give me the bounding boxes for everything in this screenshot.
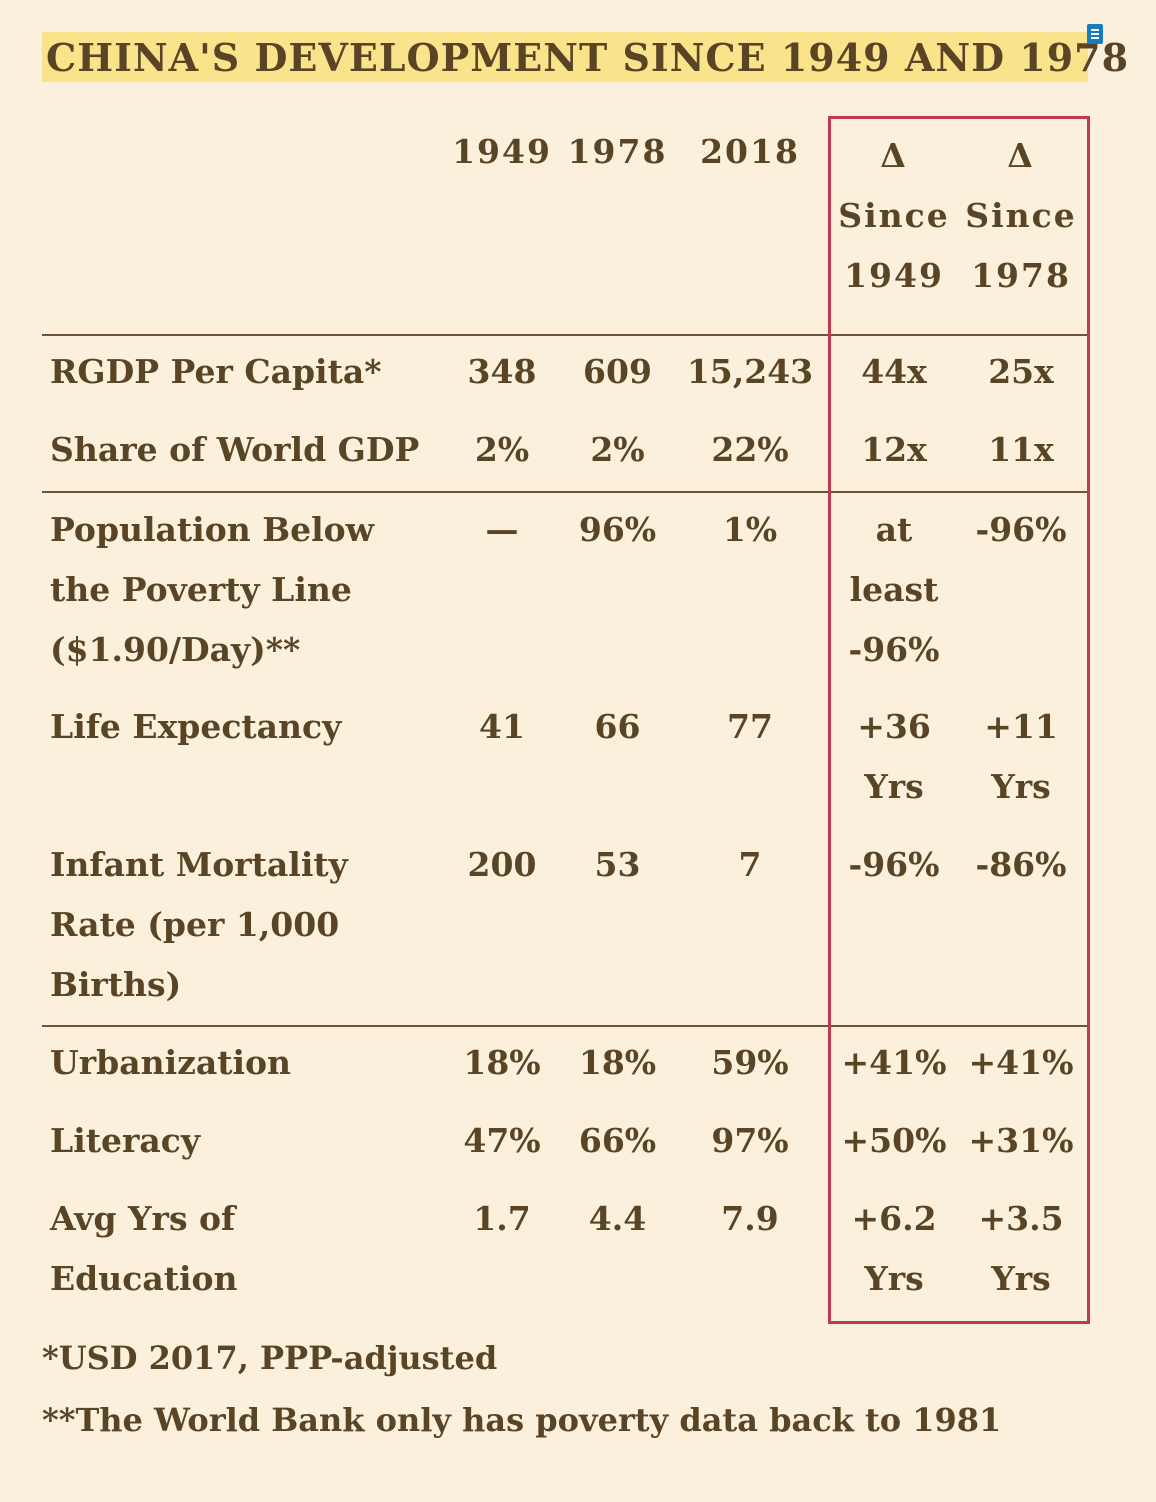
infant-mortality-delta-1978: -86% (975, 845, 1067, 884)
header-delta-since-1949: Since (838, 196, 950, 235)
poverty-1978: 96% (578, 510, 657, 549)
literacy-delta-1949: +50% (841, 1121, 947, 1160)
gdp-share-delta-1949: 12x (861, 430, 927, 469)
header-delta-year-1978: 1978 (971, 256, 1071, 295)
literacy-2018: 97% (711, 1121, 789, 1160)
row-label-rgdp: RGDP Per Capita* (50, 352, 382, 391)
poverty-delta-1978: -96% (975, 510, 1067, 549)
urbanization-1978: 18% (578, 1043, 657, 1082)
row-label-world-gdp-share: Share of World GDP (50, 430, 420, 469)
divider-welfare (42, 1025, 1088, 1027)
gdp-share-1978: 2% (590, 430, 645, 469)
gdp-share-2018: 22% (711, 430, 789, 469)
gdp-share-1949: 2% (474, 430, 530, 469)
life-expectancy-1978: 66 (594, 707, 641, 746)
row-label-life-expectancy: Life Expectancy (50, 707, 342, 746)
row-label-urbanization: Urbanization (50, 1043, 292, 1082)
row-label-education: Avg Yrs of Education (50, 1199, 238, 1298)
education-delta-1978: +3.5 Yrs (978, 1199, 1064, 1298)
page-title: CHINA'S DEVELOPMENT SINCE 1949 AND 1978 (46, 35, 1130, 80)
title-highlight: CHINA'S DEVELOPMENT SINCE 1949 AND 1978 (42, 32, 1128, 82)
header-delta-since-1978: Since (965, 196, 1077, 235)
rgdp-1949: 348 (467, 352, 537, 391)
literacy-1949: 47% (463, 1121, 541, 1160)
header-1949: 1949 (452, 132, 552, 171)
infant-mortality-1978: 53 (594, 845, 641, 884)
infant-mortality-delta-1949: -96% (848, 845, 940, 884)
education-delta-1949: +6.2 Yrs (851, 1199, 937, 1298)
poverty-delta-1949: at least -96% (848, 510, 940, 669)
header-2018: 2018 (700, 132, 800, 171)
life-expectancy-1949: 41 (479, 707, 525, 746)
rgdp-2018: 15,243 (686, 352, 814, 391)
header-delta-year-1949: 1949 (844, 256, 944, 295)
rgdp-delta-1978: 25x (988, 352, 1054, 391)
life-expectancy-2018: 77 (727, 707, 773, 746)
header-1978: 1978 (567, 132, 668, 171)
literacy-delta-1978: +31% (968, 1121, 1074, 1160)
document-icon[interactable] (1087, 24, 1103, 44)
infant-mortality-1949: 200 (467, 845, 537, 884)
header-delta-symbol-1978: Δ (1007, 136, 1035, 175)
divider-economy (42, 491, 1088, 493)
gdp-share-delta-1978: 11x (988, 430, 1054, 469)
life-expectancy-delta-1949: +36 Yrs (857, 707, 931, 806)
literacy-1978: 66% (578, 1121, 657, 1160)
poverty-1949: — (485, 510, 519, 549)
row-label-literacy: Literacy (50, 1121, 201, 1160)
infant-mortality-2018: 7 (738, 845, 762, 884)
header-delta-symbol-1949: Δ (880, 136, 908, 175)
urbanization-2018: 59% (711, 1043, 789, 1082)
education-1949: 1.7 (473, 1199, 531, 1238)
rgdp-1978: 609 (583, 352, 652, 391)
poverty-2018: 1% (722, 510, 778, 549)
life-expectancy-delta-1978: +11 Yrs (984, 707, 1058, 806)
rgdp-delta-1949: 44x (861, 352, 927, 391)
urbanization-delta-1978: +41% (968, 1043, 1074, 1082)
divider-header (42, 334, 1088, 336)
delta-highlight-box (828, 116, 1090, 1324)
row-label-poverty: Population Below the Poverty Line ($1.90… (50, 510, 375, 669)
urbanization-1949: 18% (463, 1043, 541, 1082)
footnote-usd: *USD 2017, PPP-adjusted (42, 1339, 498, 1377)
row-label-infant-mortality: Infant Mortality Rate (per 1,000 Births) (50, 845, 348, 1004)
footnote-poverty: **The World Bank only has poverty data b… (42, 1401, 1002, 1439)
urbanization-delta-1949: +41% (841, 1043, 947, 1082)
education-2018: 7.9 (721, 1199, 779, 1238)
education-1978: 4.4 (588, 1199, 647, 1238)
